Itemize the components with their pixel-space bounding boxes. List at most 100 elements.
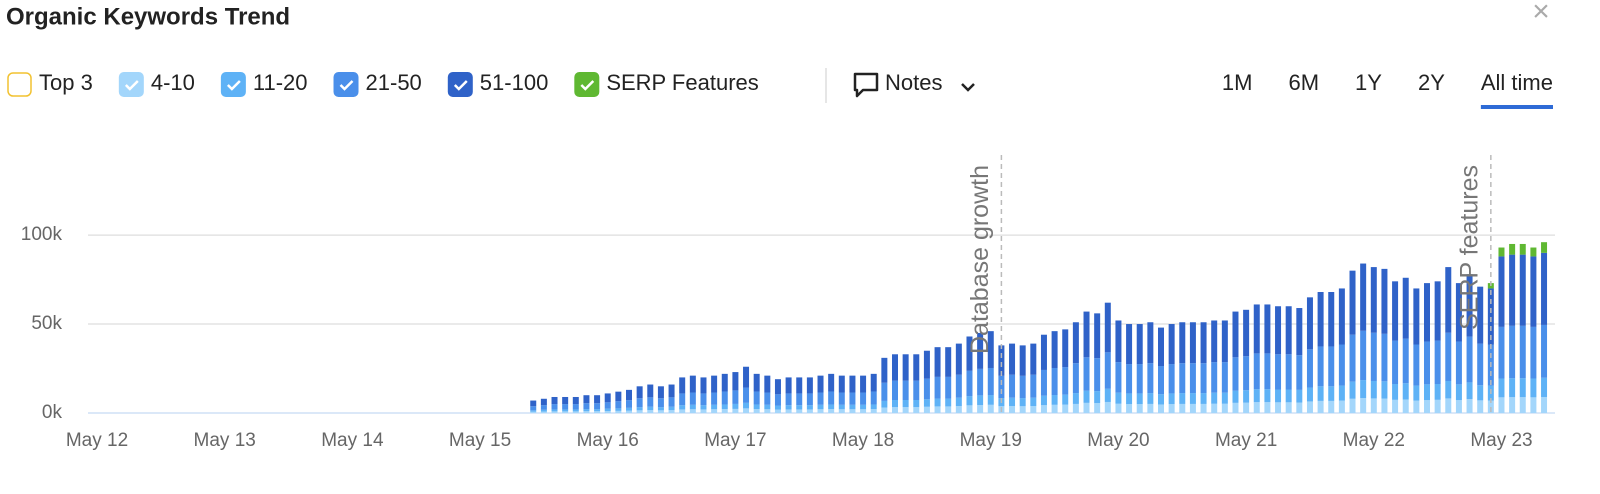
- range-button[interactable]: All time: [1481, 70, 1553, 95]
- legend-checkbox: [7, 72, 32, 97]
- bar-segment: [1126, 364, 1133, 394]
- legend-checkbox: [447, 72, 473, 97]
- bar-segment: [753, 391, 760, 405]
- bar-segment: [987, 404, 994, 413]
- chevron: [961, 83, 975, 92]
- bar-segment: [1275, 306, 1282, 355]
- bar-segment: [647, 397, 654, 407]
- bar-segment: [1541, 377, 1548, 397]
- bar-segment: [1338, 344, 1345, 386]
- legend-label: 51-100: [480, 70, 549, 95]
- checkmark: [453, 80, 468, 91]
- bar-segment: [913, 354, 920, 381]
- bar-segment: [1051, 404, 1058, 413]
- legend-item[interactable]: SERP Features: [574, 70, 759, 97]
- bar-segment: [945, 398, 952, 407]
- legend-label: Top 3: [39, 70, 93, 95]
- bar-segment: [1094, 403, 1101, 413]
- bar-segment: [881, 407, 888, 413]
- legend-item[interactable]: Top 3: [7, 70, 93, 97]
- bar-segment: [796, 405, 803, 410]
- bar-segment: [1381, 268, 1388, 334]
- bar-segment: [657, 398, 664, 408]
- bar-segment: [796, 409, 803, 413]
- bar-segment: [849, 409, 856, 413]
- bar-segment: [1030, 374, 1037, 398]
- range-button[interactable]: 2Y: [1418, 70, 1445, 95]
- bar-segment: [1424, 283, 1430, 342]
- bar-segment: [1040, 405, 1047, 413]
- bar-segment: [1455, 384, 1462, 401]
- bar-segment: [1126, 404, 1133, 413]
- range-button[interactable]: 1Y: [1355, 70, 1382, 95]
- range-button[interactable]: 6M: [1288, 70, 1319, 95]
- bar-segment: [945, 347, 952, 377]
- bar-segment: [711, 392, 718, 405]
- bar-segment: [1360, 398, 1367, 413]
- legend-label: 4-10: [151, 70, 195, 95]
- bar-segment: [1147, 393, 1154, 404]
- bar-segment: [700, 409, 707, 413]
- bar-segment: [1509, 325, 1516, 379]
- bar-segment: [540, 409, 547, 412]
- bar-segment: [870, 391, 877, 405]
- bar-segment: [1519, 243, 1526, 255]
- bar-segment: [1530, 247, 1537, 257]
- bar-segment: [1253, 389, 1260, 403]
- bar-segment: [998, 345, 1005, 376]
- bar-segment: [594, 403, 601, 410]
- bar-segment: [1221, 362, 1228, 393]
- bar-segment: [923, 399, 930, 407]
- bar-segment: [1221, 320, 1228, 363]
- bar-segment: [806, 405, 813, 410]
- bar-segment: [1445, 267, 1452, 333]
- bar-segment: [785, 405, 792, 410]
- bar-segment: [1094, 358, 1101, 392]
- legend-item[interactable]: 11-20: [220, 70, 308, 97]
- bar-segment: [913, 407, 920, 413]
- bar-segment: [892, 407, 898, 413]
- bar-segment: [1115, 320, 1122, 363]
- bar-segment: [1083, 402, 1090, 413]
- bar-segment: [977, 332, 984, 369]
- bar-segment: [796, 377, 803, 394]
- legend-label: 21-50: [366, 70, 422, 95]
- bar-segment: [1072, 393, 1079, 404]
- legend-item[interactable]: 4-10: [118, 70, 195, 97]
- bar-segment: [1200, 363, 1207, 394]
- annotation-label: Database growth: [966, 165, 994, 354]
- bar-segment: [1168, 404, 1175, 413]
- bar-segment: [743, 402, 750, 409]
- range-button[interactable]: 1M: [1222, 70, 1253, 95]
- bar-segment: [636, 410, 643, 413]
- bar-segment: [1392, 340, 1399, 384]
- bar-segment: [838, 409, 845, 413]
- close-button[interactable]: ×: [1532, 0, 1550, 28]
- bar-segment: [1189, 393, 1196, 404]
- bar-segment: [732, 372, 739, 391]
- bar-segment: [1296, 402, 1303, 413]
- bar-segment: [689, 392, 696, 405]
- bar-segment: [604, 402, 611, 409]
- bar-segment: [604, 393, 611, 403]
- bar-segment: [530, 410, 537, 412]
- legend-item[interactable]: 51-100: [447, 70, 549, 97]
- bar-segment: [1179, 393, 1186, 404]
- bar-segment: [998, 375, 1005, 399]
- bar-segment: [923, 406, 930, 413]
- bar-segment: [1466, 336, 1473, 383]
- notes-button[interactable]: Notes: [853, 70, 975, 98]
- bar-segment: [668, 384, 675, 398]
- bar-segment: [1477, 286, 1484, 344]
- bar-segment: [1370, 380, 1377, 399]
- bar-segment: [977, 395, 984, 405]
- bar-segment: [1509, 254, 1516, 326]
- x-tick-label: May 20: [1087, 430, 1149, 451]
- y-tick-label: 50k: [31, 313, 62, 334]
- legend-item[interactable]: 21-50: [333, 70, 422, 97]
- bar-segment: [1424, 384, 1430, 401]
- bar-segment: [1158, 366, 1164, 395]
- bar-segment: [1019, 375, 1026, 399]
- notes-label[interactable]: Notes: [885, 70, 942, 95]
